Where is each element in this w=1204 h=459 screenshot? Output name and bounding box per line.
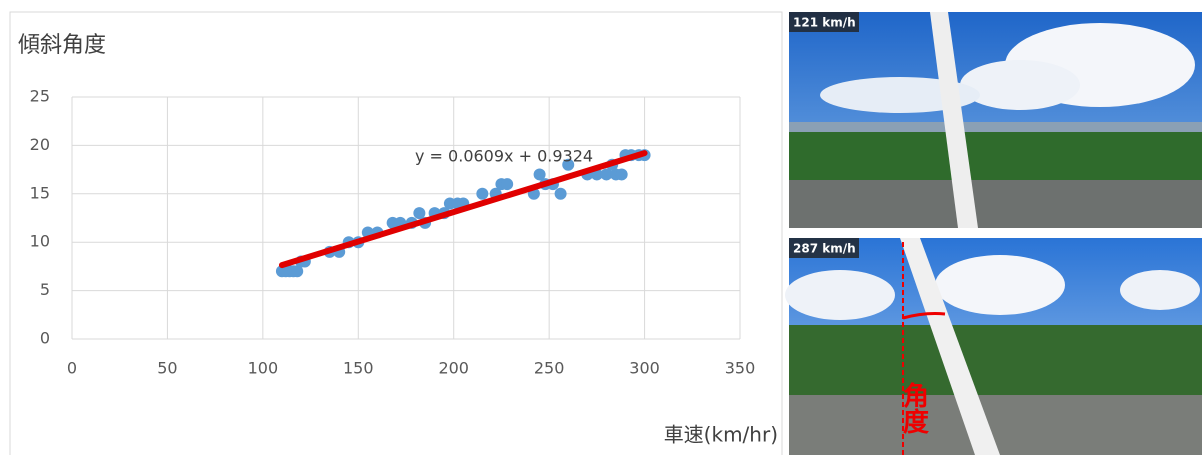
point xyxy=(600,168,613,181)
point xyxy=(501,178,514,191)
trendline xyxy=(278,150,648,269)
y-axis-title: 傾斜角度 xyxy=(18,33,106,58)
point xyxy=(533,168,546,181)
x-tick-label: 150 xyxy=(343,359,374,378)
photo-top: 121 km/h xyxy=(789,12,1202,228)
photo-label: 121 km/h xyxy=(793,16,856,30)
x-tick-label: 200 xyxy=(438,359,469,378)
y-tick-label: 20 xyxy=(30,135,50,154)
chart-frame xyxy=(9,11,783,459)
x-axis-title: 車速(km/hr) xyxy=(664,423,778,447)
point xyxy=(554,187,567,200)
x-tick-label: 250 xyxy=(534,359,565,378)
y-tick-label: 5 xyxy=(40,280,50,299)
x-tick-label: 300 xyxy=(629,359,660,378)
y-tick-label: 10 xyxy=(30,232,50,251)
x-tick-label: 100 xyxy=(248,359,279,378)
x-tick-label: 350 xyxy=(725,359,756,378)
y-tick-label: 0 xyxy=(40,329,50,348)
angle-label: 角度 xyxy=(899,381,929,435)
photo-label: 287 km/h xyxy=(793,242,856,256)
point xyxy=(615,168,628,181)
point xyxy=(413,207,426,220)
trendline-equation: y = 0.0609x + 0.9324 xyxy=(415,147,593,166)
photo-bottom: 角度 287 km/h xyxy=(785,238,1202,455)
x-tick-label: 50 xyxy=(157,359,177,378)
point xyxy=(291,265,304,278)
point xyxy=(476,187,489,200)
y-tick-label: 15 xyxy=(30,183,50,202)
point xyxy=(562,158,575,171)
x-tick-label: 0 xyxy=(67,359,77,378)
y-tick-label: 25 xyxy=(30,87,50,106)
